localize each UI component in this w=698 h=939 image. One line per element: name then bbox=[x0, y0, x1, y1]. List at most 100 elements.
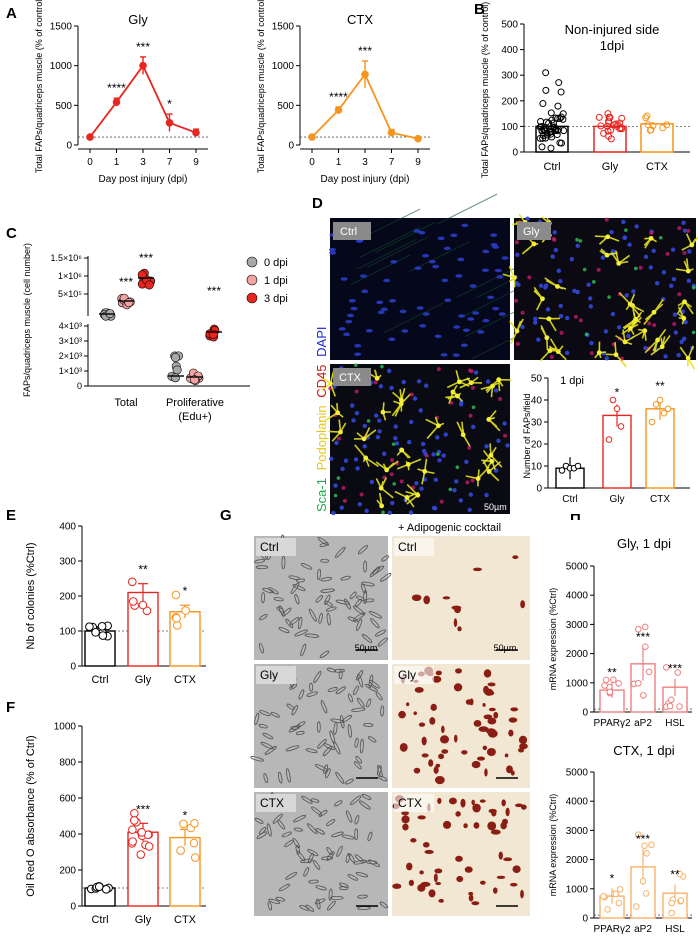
gly-cells-fap bbox=[594, 341, 607, 359]
phase-cell bbox=[336, 845, 343, 857]
ctx-cells-cd45 bbox=[465, 480, 470, 485]
ctx-cells-fap-body bbox=[338, 429, 343, 435]
oilred-droplet bbox=[457, 626, 462, 632]
A-ctx-point bbox=[387, 128, 396, 137]
phase-cell bbox=[254, 712, 260, 726]
ctx-cells-nucleus bbox=[387, 510, 392, 515]
E-ytick-label: 200 bbox=[59, 592, 76, 603]
gly-cells-fap bbox=[679, 345, 696, 370]
ctx-cells-fap bbox=[375, 460, 399, 471]
gly-cells-nucleus bbox=[604, 356, 609, 361]
phase-cell bbox=[304, 633, 320, 638]
gly-cells-nucleus bbox=[683, 319, 688, 325]
phase-cell bbox=[359, 738, 364, 754]
oilred-label-bg bbox=[394, 794, 434, 812]
phase-cell bbox=[294, 629, 308, 637]
F-point bbox=[101, 885, 111, 894]
gly-cells-fap-body bbox=[605, 234, 611, 240]
Hgly-xtick-label: PPARγ2 bbox=[593, 718, 630, 729]
phase-cell bbox=[368, 859, 381, 867]
B-ytick-label: 200 bbox=[501, 96, 518, 107]
C-star: *** bbox=[119, 275, 133, 289]
C-point-prolif bbox=[170, 373, 180, 383]
phase-cell bbox=[294, 594, 300, 605]
ctx-cells-nucleus bbox=[414, 481, 419, 486]
oilred-droplet bbox=[422, 841, 430, 848]
ctrl-fiber bbox=[382, 302, 444, 334]
oilred-droplet bbox=[399, 742, 408, 752]
Hctx-point bbox=[600, 892, 607, 900]
panel-letter-g: G bbox=[220, 507, 232, 524]
ctx-cells-nucleus bbox=[435, 435, 440, 440]
phase-cell bbox=[351, 707, 366, 712]
Hctx-xtick-label: HSL bbox=[665, 924, 685, 935]
E-star: * bbox=[183, 584, 188, 598]
phase-cell bbox=[363, 560, 367, 573]
phase-cell bbox=[361, 633, 373, 643]
oilred-droplet bbox=[512, 555, 519, 560]
oilred-droplet bbox=[482, 745, 488, 751]
ctx-cells-sca1 bbox=[381, 510, 385, 515]
ctx-cells-nucleus bbox=[407, 439, 412, 445]
Hctx-ytick-label: 0 bbox=[582, 914, 588, 925]
ctx-cells-fap-body bbox=[405, 462, 411, 467]
gly-cells-nucleus bbox=[525, 216, 530, 221]
ctrl-nucleus bbox=[389, 299, 397, 303]
gly-cells-nucleus bbox=[543, 283, 549, 288]
Hgly-ytick-label: 4000 bbox=[566, 591, 589, 602]
Hgly-point bbox=[635, 679, 642, 687]
Hctx-ytick-label: 1000 bbox=[566, 884, 589, 895]
Hctx-point bbox=[642, 890, 650, 897]
gly-cells-fap-body bbox=[547, 348, 553, 354]
phase-cell bbox=[301, 795, 313, 804]
oilred-droplet bbox=[453, 683, 463, 692]
ctx-cells-nucleus bbox=[390, 500, 395, 506]
ctrl-nucleus bbox=[498, 312, 506, 316]
ctx-cells-nucleus bbox=[331, 510, 336, 516]
oilred-droplet bbox=[476, 756, 485, 761]
oilred-droplet bbox=[433, 766, 439, 774]
F-point bbox=[190, 853, 200, 862]
phase-scale-label: 50µm bbox=[355, 643, 378, 653]
phase-cell bbox=[326, 851, 335, 861]
phase-cell bbox=[347, 874, 359, 881]
ctrl-nucleus bbox=[434, 334, 442, 339]
F-point bbox=[179, 819, 188, 829]
F-point bbox=[94, 882, 104, 892]
ctx-cells-fap-body bbox=[380, 409, 386, 415]
phase-cell bbox=[313, 860, 321, 870]
oilred-droplet bbox=[421, 736, 427, 746]
oilred-droplet bbox=[423, 595, 431, 605]
gly-cells-fap bbox=[599, 248, 618, 256]
A-ctx-ytick-label: 1500 bbox=[272, 22, 295, 33]
Hctx-title: CTX, 1 dpi bbox=[613, 743, 675, 758]
oilred-droplet bbox=[405, 702, 410, 707]
ctrl-fiber bbox=[436, 193, 498, 225]
gly-cells-nucleus bbox=[520, 324, 525, 330]
ctx-cells-fap-body bbox=[398, 401, 404, 407]
oilred-droplet bbox=[496, 875, 506, 879]
gly-cells-fap-body bbox=[604, 252, 610, 258]
ctx-cells-fap bbox=[446, 370, 471, 389]
D-ytick-label: 10 bbox=[531, 462, 543, 473]
microscopy-gly: Gly bbox=[502, 213, 698, 370]
E-ytick-label: 100 bbox=[59, 627, 76, 638]
oilred-droplet bbox=[487, 821, 497, 831]
oilred-droplet bbox=[419, 870, 424, 875]
D-point bbox=[558, 467, 566, 474]
panel-letter-c: C bbox=[6, 225, 17, 242]
B-point bbox=[604, 127, 612, 135]
phase-cell bbox=[365, 683, 378, 692]
oilred-droplet bbox=[464, 866, 473, 873]
B-point bbox=[557, 88, 565, 96]
phase-cell bbox=[328, 888, 333, 901]
ctx-cells-nucleus bbox=[493, 388, 499, 393]
gly-cells-nucleus bbox=[676, 352, 681, 358]
B-point bbox=[539, 100, 547, 108]
ctx-cells-fap-body bbox=[422, 468, 428, 474]
Hctx-point bbox=[639, 877, 647, 885]
E-point bbox=[172, 620, 182, 630]
phase-cell bbox=[320, 558, 330, 563]
phase-cell bbox=[285, 618, 294, 629]
oilred-droplet bbox=[486, 728, 496, 735]
